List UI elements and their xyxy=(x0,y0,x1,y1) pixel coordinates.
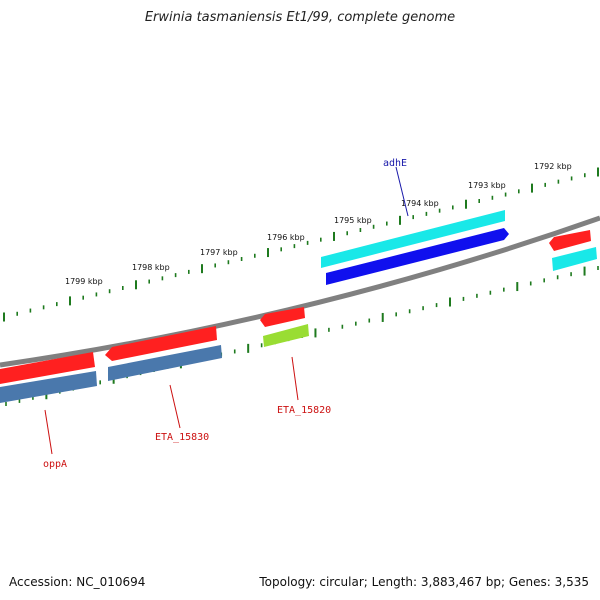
ETA_15820-leader-line xyxy=(291,356,299,401)
gene-label-ETA_15830[interactable]: ETA_15830 xyxy=(155,432,209,443)
gene-adhE-cyan[interactable] xyxy=(321,210,505,268)
genome-backbone xyxy=(0,215,600,368)
gene-ETA_15820-lime[interactable] xyxy=(263,324,309,347)
gene-features xyxy=(0,210,597,403)
gene-label-adhE[interactable]: adhE xyxy=(383,158,407,169)
accession-text: Accession: NC_010694 xyxy=(9,575,146,589)
ruler-label-1795: 1795 kbp xyxy=(334,216,372,225)
gene-adhE-blue[interactable] xyxy=(326,228,509,285)
genome-summary-text: Topology: circular; Length: 3,883,467 bp… xyxy=(259,575,589,589)
ETA_15830-leader-line xyxy=(169,384,181,429)
genome-title: Erwinia tasmaniensis Et1/99, complete ge… xyxy=(144,10,456,25)
ruler-label-1797: 1797 kbp xyxy=(200,248,238,257)
ruler-label-1798: 1798 kbp xyxy=(132,263,170,272)
ruler-label-1794: 1794 kbp xyxy=(401,199,439,208)
gene-oppA-red[interactable] xyxy=(0,352,95,384)
ruler-label-1796: 1796 kbp xyxy=(267,233,305,242)
gene-label-ETA_15820[interactable]: ETA_15820 xyxy=(277,405,331,416)
oppA-leader-line xyxy=(44,409,53,455)
gene-right-red[interactable] xyxy=(549,230,591,251)
ruler-label-1792: 1792 kbp xyxy=(534,162,572,171)
gene-ETA_15830-steel[interactable] xyxy=(108,345,222,381)
ruler-label-1793: 1793 kbp xyxy=(468,181,506,190)
gene-label-oppA[interactable]: oppA xyxy=(43,459,67,470)
gene-right-cyan[interactable] xyxy=(552,247,597,271)
gene-oppA-steel[interactable] xyxy=(0,371,97,403)
gene-ETA_15820-red[interactable] xyxy=(260,307,305,327)
outer-tick-ruler xyxy=(3,167,599,322)
ruler-label-1799: 1799 kbp xyxy=(65,277,103,286)
gene-ETA_15830-red[interactable] xyxy=(105,326,217,361)
adhE-leader-line xyxy=(395,166,409,217)
